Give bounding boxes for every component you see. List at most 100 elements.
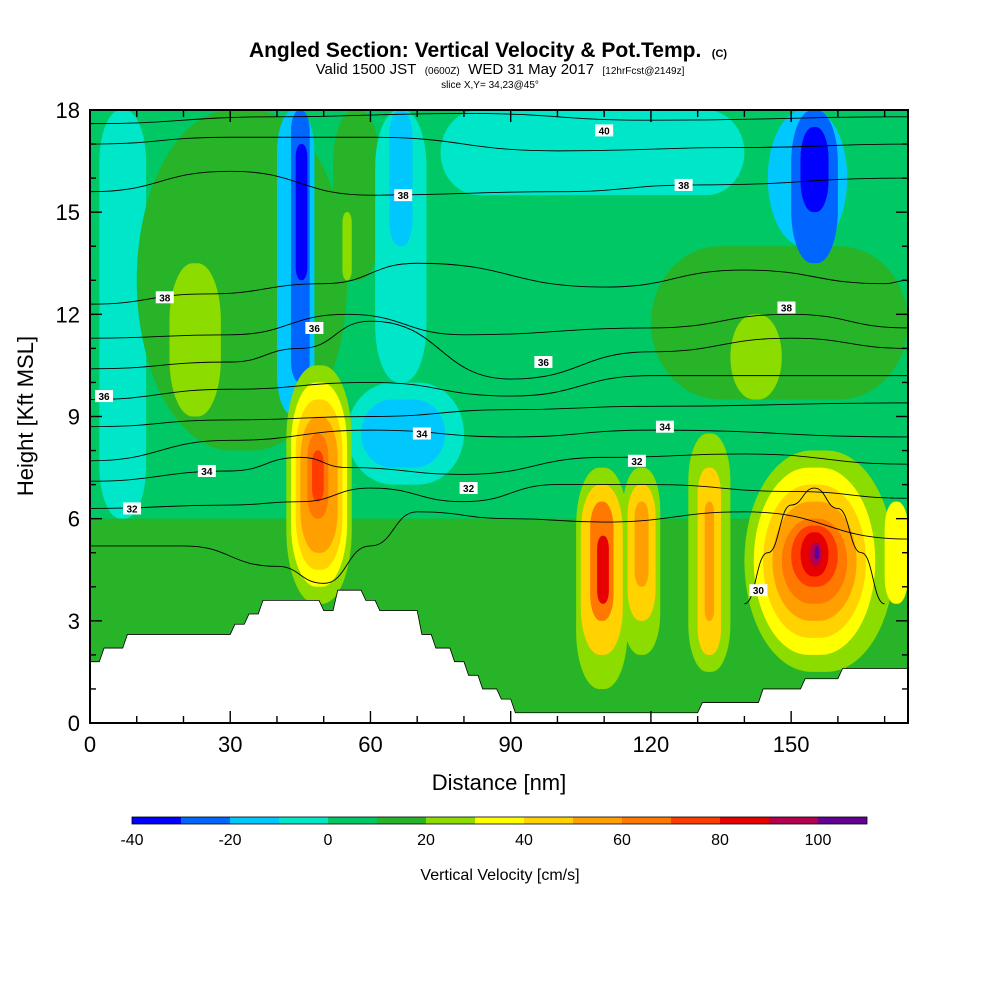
contour-label-bg: [155, 291, 174, 304]
y-tick-label: 15: [56, 200, 80, 225]
colorbar-tick-label: 20: [417, 832, 435, 849]
shading-cell: [361, 399, 446, 468]
chart-title: Angled Section: Vertical Velocity & Pot.…: [249, 39, 727, 62]
colorbar: [131, 816, 868, 825]
y-axis-label: Height [Kft MSL]: [13, 336, 38, 496]
x-tick-labels: 0 30 60 90 120 150: [84, 732, 810, 757]
shading-cell: [440, 110, 745, 196]
contour-label-text: 34: [416, 430, 428, 441]
isentrope-line: [90, 320, 908, 380]
colorbar-swatch: [573, 817, 622, 824]
contour-label: 40: [595, 124, 614, 137]
colorbar-tick-label: 80: [711, 832, 729, 849]
colorbar-swatch: [328, 817, 377, 824]
contour-label-bg: [394, 189, 413, 202]
colorbar-swatch: [426, 817, 475, 824]
contour-label: 38: [674, 178, 693, 192]
shading-cell: [704, 501, 715, 621]
isentrope-line: [90, 375, 908, 400]
contour-label-text: 32: [463, 484, 475, 495]
isentrope-line: [90, 313, 908, 339]
contour-label: 38: [777, 301, 796, 315]
shading-cell: [295, 144, 308, 281]
x-tick-label: 90: [498, 732, 522, 757]
colorbar-swatch: [622, 817, 671, 824]
isentrope-line: [90, 484, 908, 509]
shading-cell: [99, 110, 147, 519]
contour-label: 34: [655, 420, 674, 434]
colorbar-swatch: [279, 817, 328, 824]
contour-label: 38: [394, 189, 413, 202]
shading-cell: [884, 501, 908, 604]
isentrope-line: [90, 453, 908, 482]
y-tick-label: 6: [68, 507, 80, 532]
colorbar-swatch: [769, 817, 818, 824]
x-tick-label: 150: [773, 732, 810, 757]
x-tick-label: 60: [358, 732, 382, 757]
contour-label-text: 34: [659, 423, 671, 434]
contour-label-text: 30: [753, 586, 765, 597]
contour-label-text: 36: [98, 392, 110, 403]
y-tick-label: 9: [68, 405, 80, 430]
colorbar-swatch: [377, 817, 426, 824]
x-tick-label: 30: [218, 732, 242, 757]
contour-label-bg: [777, 301, 796, 314]
contour-label-bg: [534, 356, 553, 369]
colorbar-tick-label: 100: [805, 832, 832, 849]
contour-label-text: 40: [599, 126, 611, 137]
isentrope-line: [90, 262, 908, 305]
slice-label: slice X,Y= 34,23@45°: [441, 80, 539, 91]
colorbar-tick-label: 0: [324, 832, 333, 849]
shading-cell: [814, 545, 820, 560]
contour-labels: 40 38 38 38 38 36 36 36 34 34 34 32 32 32 30: [95, 124, 796, 597]
y-tick-label: 3: [68, 609, 80, 634]
contour-label-text: 38: [678, 181, 690, 192]
contour-label-bg: [412, 427, 431, 440]
colorbar-swatch: [671, 817, 720, 824]
contour-label: 34: [412, 427, 431, 441]
contour-label-text: 38: [781, 304, 793, 315]
terrain-profile: [90, 589, 908, 723]
isentrope-line: [90, 429, 908, 462]
shading-cell: [312, 450, 324, 502]
shading-cell: [800, 127, 829, 213]
isentrope-line: [90, 511, 908, 584]
shading-cell: [634, 501, 649, 587]
contour-label-text: 34: [201, 467, 213, 478]
contour-label: 38: [155, 291, 174, 304]
x-tick-label: 0: [84, 732, 96, 757]
contour-label-bg: [305, 321, 324, 334]
contour-label-text: 32: [631, 457, 643, 468]
colorbar-tick-label: 60: [613, 832, 631, 849]
isentrope-line: [90, 402, 908, 428]
contour-label-bg: [674, 178, 693, 191]
contour-label-bg: [123, 502, 142, 515]
colorbar-swatch: [181, 817, 230, 824]
contour-label-text: 36: [538, 358, 550, 369]
terrain: [90, 589, 908, 723]
contour-label-text: 38: [159, 293, 171, 304]
colorbar-swatch: [524, 817, 573, 824]
colorbar-label: Vertical Velocity [cm/s]: [420, 867, 579, 884]
colorbar-tick-label: 40: [515, 832, 533, 849]
velocity-shading: [90, 110, 908, 723]
contour-label-bg: [459, 482, 478, 495]
colorbar-swatch: [818, 817, 867, 824]
contour-label-text: 38: [398, 191, 410, 202]
colorbar-frame: [131, 816, 868, 825]
contour-label: 32: [459, 482, 478, 495]
shading-cell: [730, 314, 782, 400]
contour-label-bg: [627, 454, 646, 467]
x-axis-label: Distance [nm]: [432, 770, 567, 795]
contour-label-bg: [749, 584, 768, 597]
contour-label: 36: [95, 390, 114, 403]
chart-subtitle: Valid 1500 JST (0600Z) WED 31 May 2017 […: [316, 61, 685, 78]
shading-cell: [342, 212, 352, 281]
x-tick-label: 120: [633, 732, 670, 757]
y-tick-label: 12: [56, 302, 80, 327]
shading-cell: [169, 263, 221, 417]
contour-label-bg: [595, 124, 614, 137]
colorbar-swatch: [720, 817, 769, 824]
contour-label-bg: [655, 420, 674, 433]
shading-cell: [389, 110, 413, 247]
